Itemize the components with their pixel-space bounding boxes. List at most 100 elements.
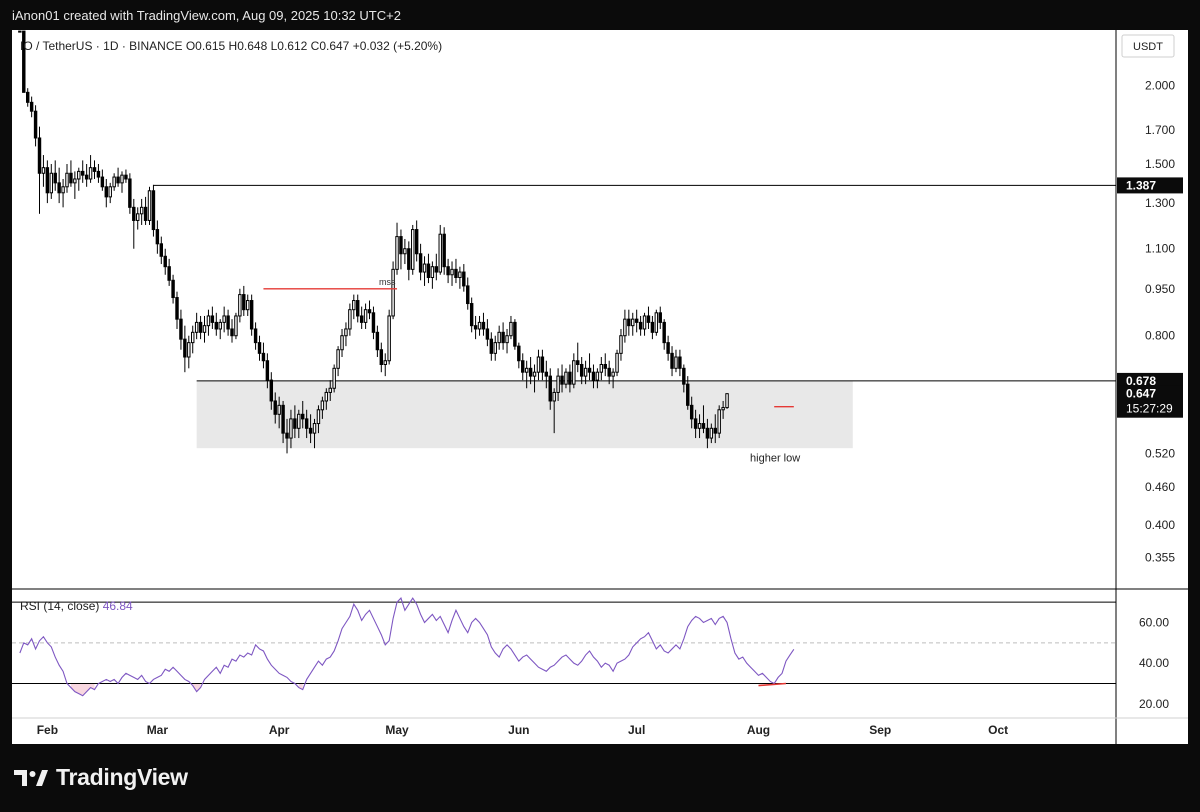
candle [418, 243, 423, 281]
candle-body [595, 371, 600, 381]
candle [560, 364, 564, 393]
candle-body [159, 243, 164, 257]
candle-body [693, 418, 698, 429]
candle [686, 376, 690, 410]
candle-body [41, 167, 46, 174]
candle [721, 400, 725, 419]
candle [611, 368, 615, 389]
candle [57, 167, 61, 204]
candle-body [124, 174, 128, 180]
candle-body [136, 213, 140, 221]
candle-body [139, 206, 144, 215]
candle [226, 309, 230, 336]
currency-box [1121, 34, 1175, 58]
candle [253, 322, 258, 350]
candle-body [375, 331, 380, 351]
candle-body [112, 176, 116, 188]
candle-body [151, 190, 156, 231]
candle [230, 319, 234, 343]
chart-frame[interactable]: mss higher low USDT 2.000 1.700 1.500 1.300 1.… [12, 30, 1188, 744]
candle [674, 349, 678, 373]
candle [261, 342, 266, 369]
candle-body [497, 331, 501, 344]
candle [462, 264, 466, 292]
candle [297, 409, 301, 439]
candle-body [57, 182, 61, 194]
candle-body [501, 331, 505, 344]
candle [466, 277, 470, 310]
candle-body [458, 271, 462, 279]
candle-body [73, 178, 77, 184]
candle [689, 396, 694, 429]
currency-label: USDT [1133, 41, 1163, 53]
candle-body [438, 233, 442, 273]
candle [532, 364, 537, 393]
candle-body [49, 172, 54, 194]
candle-body [61, 186, 65, 194]
candle [450, 261, 454, 286]
legend-part: 0.612 [277, 39, 310, 53]
candle [277, 396, 281, 429]
legend-part: 0.648 [237, 39, 270, 53]
candle [477, 315, 482, 336]
tradingview-logo-icon [14, 769, 48, 786]
candle-body [391, 268, 395, 317]
candle [198, 315, 203, 340]
candle-body [352, 300, 356, 311]
candle [281, 400, 285, 444]
candle [524, 360, 529, 389]
candle [352, 294, 356, 320]
candle-body [312, 423, 317, 434]
candle [61, 178, 65, 208]
candle-body [336, 349, 340, 369]
axes-layer: USDT 2.000 1.700 1.500 1.300 1.100 0.950 0.800 0… [12, 30, 1188, 744]
brand-name: TradingView [56, 764, 188, 790]
tradingview-logo[interactable]: TradingView [14, 764, 188, 791]
candle [642, 312, 647, 336]
candle [81, 160, 85, 183]
candle-body [418, 253, 423, 273]
candle [693, 409, 698, 439]
candle-body [379, 349, 384, 365]
candle [77, 167, 81, 191]
time-tick-label: Aug [747, 723, 770, 737]
candle [725, 393, 729, 409]
price-tick-label: 1.700 [1145, 123, 1175, 137]
candle [73, 171, 77, 199]
candle-body [399, 236, 403, 255]
candle-body [116, 176, 120, 184]
price-tick-label: 2.000 [1145, 78, 1175, 92]
candle [104, 178, 109, 208]
candle [301, 400, 305, 429]
candle [682, 364, 686, 393]
candle [576, 342, 580, 373]
candle-body [18, 30, 22, 33]
candle-body [359, 315, 364, 323]
candle [218, 319, 222, 340]
chart-svg[interactable]: mss higher low USDT 2.000 1.700 1.500 1.300 1.… [12, 30, 1188, 744]
candle [709, 423, 714, 444]
candle [108, 182, 112, 204]
candle-body [273, 400, 277, 415]
support-zone [196, 380, 853, 449]
candle [607, 360, 611, 385]
candle-body [481, 321, 486, 330]
candle-body [45, 167, 50, 194]
candle [65, 164, 69, 193]
candle-body [536, 356, 541, 373]
candle [438, 224, 442, 275]
candle [348, 303, 352, 336]
candle [638, 315, 643, 336]
candle [678, 349, 682, 377]
candle-body [587, 367, 592, 373]
candle [395, 222, 399, 275]
candle [371, 306, 376, 340]
candle-body [670, 352, 674, 369]
candle-body [572, 360, 576, 385]
candle-body [627, 318, 631, 327]
candle-body [434, 266, 439, 273]
candle-body [615, 352, 619, 373]
candle-body [163, 255, 167, 268]
candle-body [442, 233, 446, 268]
